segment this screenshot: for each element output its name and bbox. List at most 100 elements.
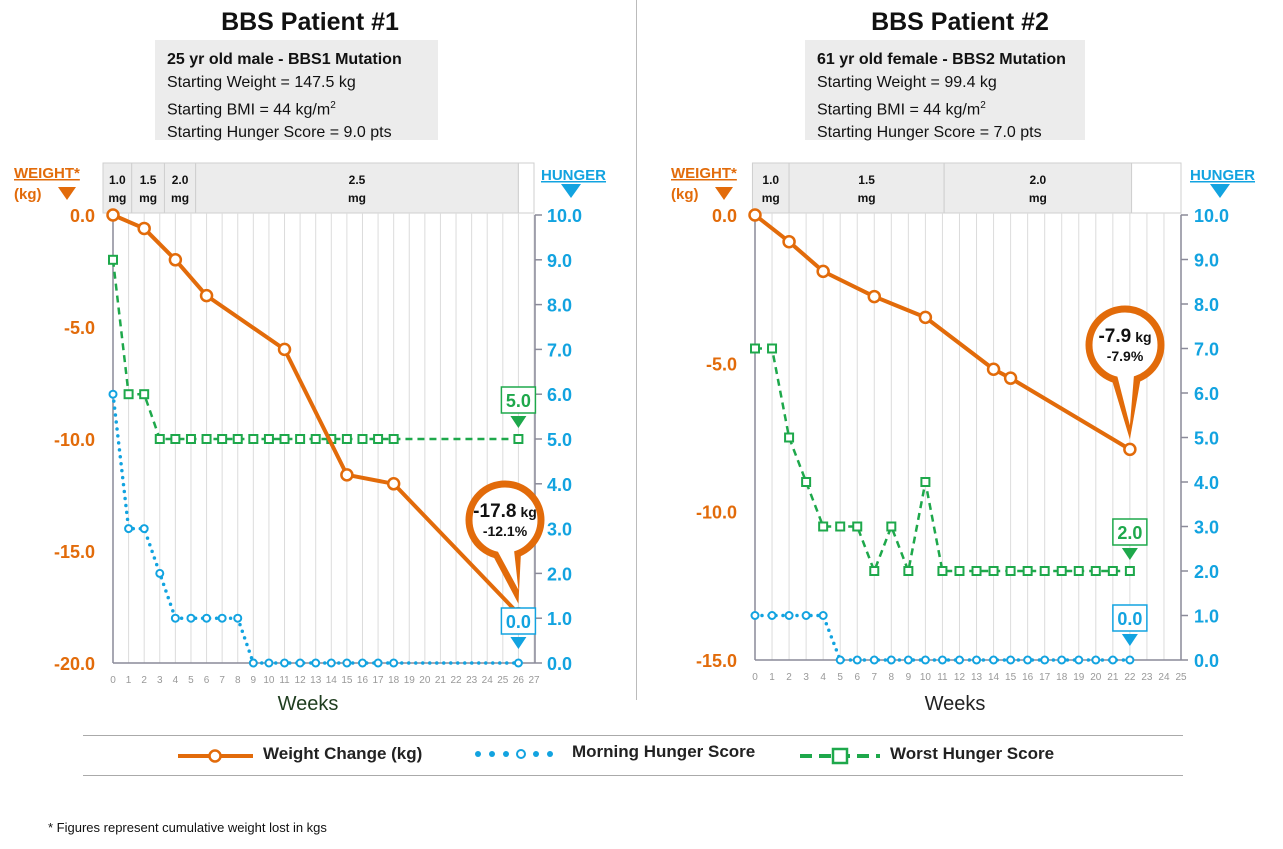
chart2-morning-hunger-point	[937, 655, 947, 665]
chart2-worst-hunger-point	[818, 521, 829, 532]
chart1-dose-label: 1.0	[109, 173, 126, 187]
chart1-morning-final-value: 0.0	[506, 612, 531, 632]
chart1-hunger-axis-arrow-icon	[561, 184, 581, 198]
chart2-morning-hunger-point	[1074, 655, 1084, 665]
chart1-right-tick-label: 9.0	[547, 251, 572, 271]
chart2-weight-point	[918, 310, 933, 325]
legend-morning-label: Morning Hunger Score	[572, 742, 756, 761]
chart2-morning-hunger-point	[801, 611, 811, 620]
chart1-dose-label: 2.0	[172, 173, 189, 187]
chart2-right-tick-label: 5.0	[1194, 429, 1219, 449]
chart2-worst-hunger-point	[1107, 566, 1118, 576]
chart2-morning-hunger-point	[989, 655, 999, 665]
chart1-x-tick-label: 25	[497, 675, 509, 686]
chart1-morning-hunger-point	[280, 658, 290, 668]
chart2-x-tick-label: 19	[1073, 672, 1085, 683]
chart2-x-tick-label: 1	[769, 672, 775, 683]
chart2-morning-hunger-point	[784, 611, 794, 620]
chart1-worst-hunger-point	[108, 254, 118, 265]
chart2-x-tick-label: 13	[971, 672, 983, 683]
chart1-x-tick-label: 1	[126, 675, 132, 686]
chart2-morning-hunger-point	[1091, 655, 1101, 665]
chart2-weight-callout: -7.9 kg-7.9%	[1085, 305, 1165, 440]
chart1-morning-hunger-point	[311, 658, 321, 668]
chart2-x-tick-label: 17	[1039, 672, 1051, 683]
chart2-morning-hunger-point	[1125, 655, 1135, 665]
chart2-x-tick-label: 10	[920, 672, 932, 683]
chart1-morning-hunger-point	[217, 613, 227, 623]
panel-1-title: BBS Patient #1	[221, 8, 399, 36]
chart1-worst-hunger-point	[295, 434, 306, 444]
chart2-right-tick-label: 2.0	[1194, 562, 1219, 582]
chart1-morning-hunger-point	[389, 658, 399, 668]
chart2-dose-cell	[788, 162, 945, 214]
chart2-right-tick-label: 1.0	[1194, 607, 1219, 627]
chart1-worst-hunger-point	[248, 434, 259, 444]
chart1-worst-final-arrow-icon	[510, 416, 527, 428]
chart1-hunger-axis-title: HUNGER	[541, 167, 606, 184]
chart1-morning-hunger-point	[513, 658, 523, 668]
chart2-weight-point	[986, 362, 1001, 377]
chart1-left-tick-label: -5.0	[64, 318, 95, 338]
chart2-worst-hunger-point	[971, 566, 982, 576]
chart1-worst-hunger-point	[170, 434, 181, 444]
chart1-x-tick-label: 21	[435, 675, 447, 686]
chart2-worst-hunger-line	[755, 347, 1130, 576]
chart2-right-tick-label: 4.0	[1194, 473, 1219, 493]
chart1-right-tick-label: 2.0	[547, 564, 572, 584]
chart2-morning-hunger-point	[1023, 655, 1033, 665]
chart2-morning-final-box	[1112, 604, 1148, 632]
chart2-weight-axis-unit: (kg)	[671, 186, 699, 203]
chart1-worst-final-box	[500, 386, 537, 414]
chart1-morning-hunger-point	[170, 613, 180, 623]
chart1-left-tick-label: -15.0	[54, 542, 95, 562]
chart2-morning-hunger-point	[818, 611, 828, 620]
chart1-right-tick-label: 6.0	[547, 385, 572, 405]
chart1-dose-cell	[102, 162, 133, 214]
chart1-right-tick-label: 0.0	[547, 654, 572, 674]
chart2-dose-unit: mg	[762, 191, 780, 205]
legend-weight-label: Weight Change (kg)	[263, 744, 423, 763]
chart2-x-tick-label: 15	[1005, 672, 1017, 683]
chart2-x-tick-label: 0	[752, 672, 758, 683]
chart2-worst-hunger-point	[869, 566, 880, 576]
chart1-worst-hunger-point	[185, 434, 196, 444]
chart2-worst-hunger-point	[1090, 566, 1101, 576]
chart1-worst-hunger-point	[201, 434, 212, 444]
chart1-callout-kg-unit: kg	[520, 504, 536, 520]
footnote: * Figures represent cumulative weight lo…	[48, 820, 327, 835]
chart2-worst-final-box	[1112, 518, 1148, 546]
panel-1-starting-bmi: Starting BMI = 44 kg/m	[167, 101, 331, 119]
chart1-x-tick-label: 11	[279, 675, 290, 686]
panel-1-info-box: 25 yr old male - BBS1 Mutation Starting …	[155, 40, 438, 141]
chart1-morning-hunger-point	[124, 524, 134, 534]
chart2-worst-hunger-point	[937, 566, 948, 576]
chart1-worst-hunger-point	[232, 434, 243, 444]
chart2-x-tick-label: 3	[803, 672, 809, 683]
chart1-x-tick-label: 26	[513, 675, 525, 686]
panel-2-starting-weight: Starting Weight = 99.4 kg	[817, 74, 997, 91]
chart1-dose-unit: mg	[348, 191, 366, 205]
chart1-dose-unit: mg	[171, 191, 189, 205]
chart1-dose-cell	[163, 162, 197, 214]
chart1-worst-hunger-point	[263, 434, 274, 444]
chart1-x-tick-label: 14	[326, 675, 338, 686]
chart1-x-tick-label: 22	[450, 675, 462, 686]
legend-top-rule	[83, 735, 1183, 736]
chart1-x-tick-label: 24	[482, 675, 494, 686]
chart2-worst-final-arrow-icon	[1121, 548, 1138, 560]
chart1-callout-pointer-inner	[497, 550, 519, 590]
chart1-weight-point	[168, 253, 183, 267]
chart1-right-tick-label: 5.0	[547, 430, 572, 450]
chart1-x-tick-label: 15	[341, 675, 353, 686]
chart2-morning-hunger-point	[954, 655, 964, 665]
chart1-dose-label: 2.5	[349, 173, 366, 187]
chart2-hunger-axis-arrow-icon	[1210, 184, 1230, 198]
panel-divider	[636, 0, 637, 700]
chart2-worst-hunger-point	[750, 343, 760, 354]
chart2-worst-hunger-point	[1022, 566, 1033, 576]
chart2-x-tick-label: 5	[837, 672, 843, 683]
chart2-morning-final-value: 0.0	[1117, 609, 1142, 629]
chart1-worst-hunger-point	[154, 434, 165, 444]
chart1-dose-cell	[517, 162, 535, 214]
